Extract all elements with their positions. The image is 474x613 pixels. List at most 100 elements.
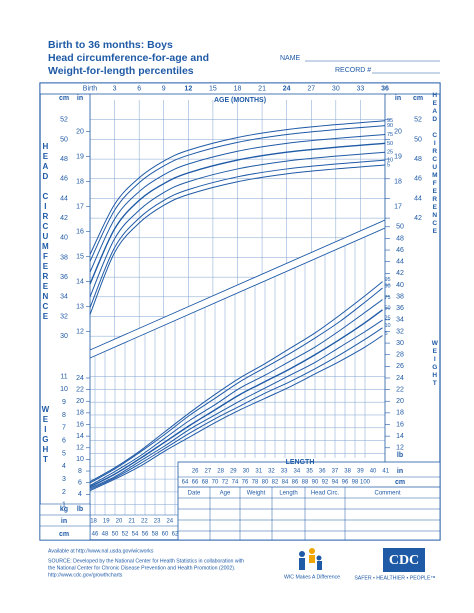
x2-tick-label: 36 <box>319 469 326 475</box>
right-tick-label: 16 <box>396 421 404 428</box>
right-tick-label: 26 <box>396 363 404 370</box>
percentile-curve <box>89 120 386 255</box>
title-line: Birth to 36 months: Boys <box>48 39 173 51</box>
y2-tick-label: 12 <box>76 445 84 452</box>
y2-tick-label: 16 <box>76 228 84 235</box>
x-tick-label: 48 <box>102 532 109 538</box>
right-tick-label: 20 <box>396 398 404 405</box>
name-label: NAME <box>280 55 301 62</box>
curve-label: 90 <box>385 283 391 289</box>
x2-tick-label: 19 <box>103 519 110 525</box>
x2-tick-label: 26 <box>192 469 199 475</box>
cdc-logo <box>383 548 425 572</box>
right-tick-label: 46 <box>396 247 404 254</box>
x-tick-label: 54 <box>132 532 139 538</box>
x2-tick-label: 20 <box>116 519 123 525</box>
y2-tick-label: 14 <box>76 278 84 285</box>
table-header: Length <box>279 491 297 497</box>
y-tick-label: 46 <box>60 176 68 183</box>
x2-tick-label: 34 <box>293 469 300 475</box>
right-tick-label: 28 <box>396 352 404 359</box>
x-tick-label: 80 <box>262 480 269 486</box>
unit-label: in <box>61 518 67 525</box>
percentile-curve <box>89 164 386 315</box>
curve-label: 5 <box>387 162 390 168</box>
percentile-curve <box>89 151 386 298</box>
footer: Available at http://www.nal.usda.gov/wic… <box>48 548 436 581</box>
table-header: Comment <box>374 491 400 497</box>
x-tick-label: 60 <box>162 532 169 538</box>
age-tick-label: 30 <box>332 85 340 92</box>
x2-tick-label: 29 <box>230 469 237 475</box>
y-tick-label: 36 <box>60 274 68 281</box>
table-header: Age <box>220 491 231 497</box>
y-tick-label: 2 <box>62 489 66 496</box>
right-tick-label: 32 <box>396 328 404 335</box>
table-box <box>177 461 441 541</box>
right-tick-label: 24 <box>396 375 404 382</box>
x2-tick-label: 31 <box>255 469 262 475</box>
y2-tick-label: 20 <box>76 398 84 405</box>
right-tick-label: 46 <box>414 176 422 183</box>
x-tick-label: 52 <box>122 532 129 538</box>
title-line: Weight-for-length percentiles <box>48 65 194 77</box>
curve-label: 50 <box>387 141 393 147</box>
unit-label: in <box>397 468 403 475</box>
y2-tick-label: 18 <box>76 410 84 417</box>
y-axis-title: WEIGHT <box>41 405 50 465</box>
right-tick-label: 50 <box>396 224 404 231</box>
unit-label: lb <box>77 506 83 513</box>
cdc-tagline: SAFER • HEALTHIER • PEOPLE™ <box>354 575 435 581</box>
x-axis-title: AGE (MONTHS) <box>214 97 266 104</box>
footer-available: Available at http://www.nal.usda.gov/wic… <box>48 548 154 554</box>
right-tick-label: 17 <box>394 203 402 210</box>
y-tick-label: 3 <box>62 476 66 483</box>
cdc-text: CDC <box>389 553 419 568</box>
right-tick-label: 40 <box>396 282 404 289</box>
y2-tick-label: 8 <box>78 468 82 475</box>
y2-tick-label: 19 <box>76 153 84 160</box>
x-tick-label: 66 <box>192 480 199 486</box>
x-axis-title: LENGTH <box>286 459 315 466</box>
percentile-curve <box>89 335 383 492</box>
y-axis-title: HEAD CIRCUMFERENCE <box>431 92 438 236</box>
x-tick-label: 100 <box>360 480 371 486</box>
percentile-curve <box>89 134 386 273</box>
diagonal-band <box>90 220 385 358</box>
x-tick-label: 82 <box>272 480 279 486</box>
y-tick-label: 38 <box>60 254 68 261</box>
right-tick-label: 36 <box>396 305 404 312</box>
right-tick-label: 48 <box>414 156 422 163</box>
x2-tick-label: 18 <box>90 519 97 525</box>
y2-tick-label: 20 <box>76 128 84 135</box>
x-tick-label: 94 <box>332 480 339 486</box>
x-tick-label: 56 <box>142 532 149 538</box>
table-header: Date <box>188 491 201 497</box>
unit-label: in <box>395 95 401 102</box>
y2-tick-label: 14 <box>76 433 84 440</box>
record-label: RECORD # <box>335 67 371 74</box>
percentile-curve <box>89 159 386 308</box>
y2-tick-label: 6 <box>78 480 82 487</box>
curve-label: 10 <box>387 158 393 164</box>
percentile-curve <box>89 319 383 489</box>
unit-label: cm <box>413 95 423 102</box>
x2-tick-label: 21 <box>128 519 135 525</box>
table-header: Weight <box>247 491 266 497</box>
right-tick-label: 18 <box>396 410 404 417</box>
y-tick-label: 6 <box>62 437 66 444</box>
age-tick-label: Birth <box>83 85 98 92</box>
curve-label: 75 <box>385 295 391 301</box>
footer-source: SOURCE: Developed by the National Center… <box>48 558 244 564</box>
x-tick-label: 46 <box>92 532 99 538</box>
x-tick-label: 90 <box>312 480 319 486</box>
y-tick-label: 5 <box>62 450 66 457</box>
y2-tick-label: 16 <box>76 421 84 428</box>
y-tick-label: 4 <box>62 463 66 470</box>
x-tick-label: 96 <box>342 480 349 486</box>
percentile-curve <box>89 287 383 484</box>
y-tick-label: 42 <box>60 215 68 222</box>
unit-label: kg <box>60 506 68 513</box>
